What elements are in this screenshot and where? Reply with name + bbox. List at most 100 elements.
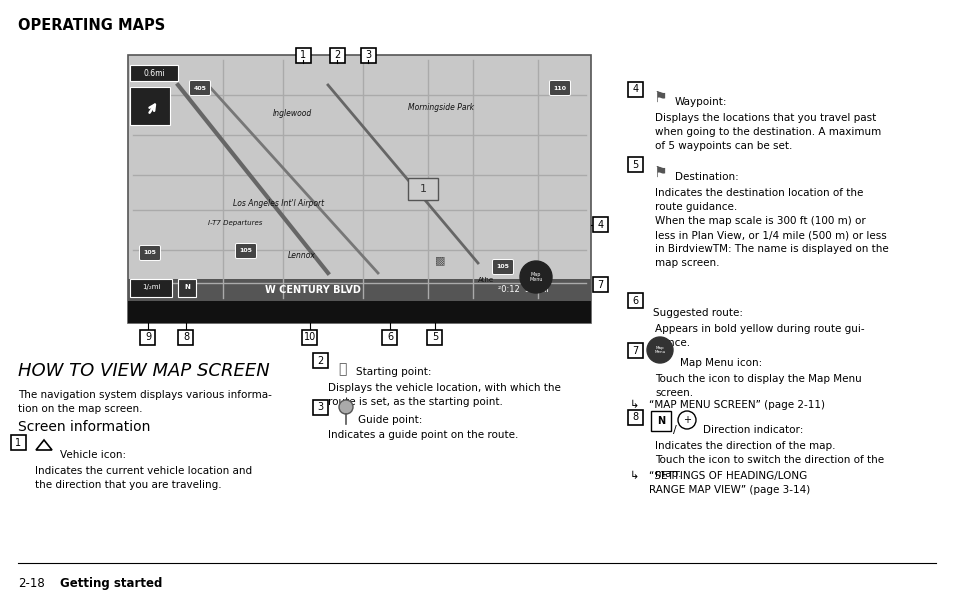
Text: HOW TO VIEW MAP SCREEN: HOW TO VIEW MAP SCREEN: [18, 362, 270, 380]
FancyBboxPatch shape: [381, 330, 396, 345]
Text: 6: 6: [387, 333, 394, 342]
Text: Indicates the current vehicle location and
the direction that you are traveling.: Indicates the current vehicle location a…: [35, 466, 252, 490]
Text: Displays the locations that you travel past
when going to the destination. A max: Displays the locations that you travel p…: [655, 113, 881, 151]
FancyBboxPatch shape: [330, 48, 345, 63]
Text: Starting point:: Starting point:: [355, 367, 431, 377]
FancyBboxPatch shape: [190, 80, 211, 95]
Text: 4: 4: [597, 219, 603, 229]
FancyBboxPatch shape: [627, 293, 642, 308]
FancyBboxPatch shape: [549, 80, 570, 95]
Text: 110: 110: [553, 86, 566, 91]
Text: Displays the vehicle location, with which the
route is set, as the starting poin: Displays the vehicle location, with whic…: [328, 383, 560, 407]
FancyBboxPatch shape: [427, 330, 441, 345]
Text: Lennox: Lennox: [288, 250, 315, 260]
Bar: [130, 279, 172, 297]
Text: ▩: ▩: [435, 255, 445, 265]
Text: 8: 8: [632, 412, 638, 423]
Text: 1: 1: [15, 438, 22, 447]
FancyBboxPatch shape: [627, 82, 642, 97]
FancyBboxPatch shape: [235, 243, 256, 258]
Text: ²0:12  3.2mi: ²0:12 3.2mi: [497, 286, 548, 294]
Text: N: N: [657, 416, 664, 426]
Text: 7: 7: [597, 280, 603, 290]
Text: 4: 4: [632, 85, 638, 94]
Text: Appears in bold yellow during route gui-
dance.: Appears in bold yellow during route gui-…: [655, 324, 863, 348]
Text: Indicates the destination location of the
route guidance.
When the map scale is : Indicates the destination location of th…: [655, 188, 888, 268]
Text: Suggested route:: Suggested route:: [652, 308, 742, 318]
FancyBboxPatch shape: [178, 330, 193, 345]
Text: Indicates a guide point on the route.: Indicates a guide point on the route.: [328, 430, 517, 440]
FancyBboxPatch shape: [140, 330, 154, 345]
Text: Getting started: Getting started: [60, 577, 162, 590]
FancyBboxPatch shape: [593, 217, 607, 232]
Bar: [130, 65, 178, 81]
Text: 5: 5: [632, 159, 638, 170]
Text: Morningside Park: Morningside Park: [408, 103, 474, 111]
Text: “SETTINGS OF HEADING/LONG
RANGE MAP VIEW” (page 3-14): “SETTINGS OF HEADING/LONG RANGE MAP VIEW…: [648, 471, 809, 495]
Bar: [130, 87, 170, 125]
FancyBboxPatch shape: [650, 411, 670, 431]
Circle shape: [646, 337, 672, 363]
FancyBboxPatch shape: [313, 353, 328, 368]
Text: 105: 105: [143, 250, 156, 255]
FancyBboxPatch shape: [11, 435, 26, 450]
Bar: [128, 279, 590, 301]
Text: 105: 105: [239, 249, 253, 254]
Text: The navigation system displays various informa-
tion on the map screen.: The navigation system displays various i…: [18, 390, 272, 414]
Text: Direction indicator:: Direction indicator:: [702, 425, 802, 435]
Bar: [178, 279, 195, 297]
FancyBboxPatch shape: [492, 260, 513, 274]
Text: Indicates the direction of the map.
Touch the icon to switch the direction of th: Indicates the direction of the map. Touc…: [655, 441, 883, 479]
Text: W CENTURY BLVD: W CENTURY BLVD: [265, 285, 360, 295]
Text: ⚑: ⚑: [652, 165, 666, 180]
Text: Screen information: Screen information: [18, 420, 151, 434]
Text: 7: 7: [632, 345, 638, 356]
Text: ↳: ↳: [629, 471, 639, 481]
Text: Los Angeles Int'l Airport: Los Angeles Int'l Airport: [233, 198, 324, 207]
Text: Touch the icon to display the Map Menu
screen.: Touch the icon to display the Map Menu s…: [655, 374, 861, 398]
Text: /: /: [672, 425, 676, 435]
Text: 1: 1: [300, 50, 306, 61]
Text: Map
Menu: Map Menu: [654, 346, 665, 354]
Text: 2: 2: [317, 356, 323, 365]
Text: 2-18: 2-18: [18, 577, 45, 590]
Text: 6: 6: [632, 295, 638, 305]
FancyBboxPatch shape: [627, 410, 642, 425]
Circle shape: [519, 261, 552, 293]
Text: Vehicle icon:: Vehicle icon:: [60, 450, 126, 460]
Text: Inglewood: Inglewood: [273, 108, 312, 117]
Text: ⚑: ⚑: [652, 90, 666, 105]
Text: Map
Menu: Map Menu: [529, 272, 542, 282]
Text: Waypoint:: Waypoint:: [675, 97, 727, 107]
Text: 1/₂mi: 1/₂mi: [142, 284, 160, 290]
Text: 10: 10: [304, 333, 316, 342]
Text: +: +: [682, 415, 690, 425]
Text: 405: 405: [193, 86, 206, 91]
Text: Map Menu icon:: Map Menu icon:: [679, 358, 761, 368]
Text: Guide point:: Guide point:: [357, 415, 422, 425]
Text: 2: 2: [334, 50, 340, 61]
Text: ↳: ↳: [629, 400, 639, 410]
FancyBboxPatch shape: [627, 157, 642, 172]
Bar: [128, 55, 590, 323]
Bar: [408, 178, 437, 200]
FancyBboxPatch shape: [360, 48, 375, 63]
Text: I-T7 Departures: I-T7 Departures: [208, 220, 262, 226]
Text: N: N: [184, 284, 190, 290]
Text: 9: 9: [145, 333, 152, 342]
Text: 1: 1: [419, 184, 426, 194]
Text: Athe: Athe: [477, 277, 494, 283]
Text: 3: 3: [365, 50, 371, 61]
Text: 0.6mi: 0.6mi: [143, 69, 165, 77]
FancyBboxPatch shape: [313, 400, 328, 415]
FancyBboxPatch shape: [302, 330, 316, 345]
Text: 8: 8: [183, 333, 190, 342]
Bar: [128, 301, 590, 323]
Text: 105: 105: [496, 264, 509, 269]
Text: 3: 3: [317, 402, 323, 412]
Circle shape: [338, 400, 353, 414]
Text: OPERATING MAPS: OPERATING MAPS: [18, 18, 165, 33]
FancyBboxPatch shape: [139, 246, 160, 260]
Text: 5: 5: [432, 333, 438, 342]
Text: Ⓢ: Ⓢ: [337, 362, 346, 376]
